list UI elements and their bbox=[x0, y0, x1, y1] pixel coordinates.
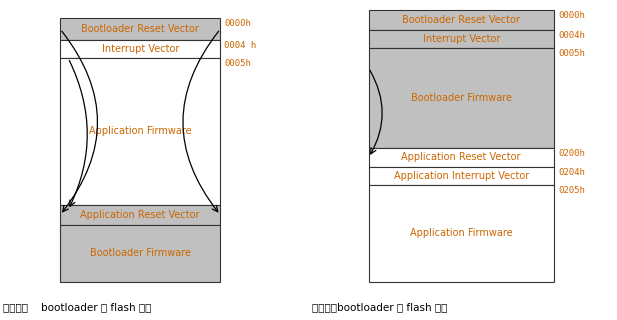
Bar bbox=[368, 10, 554, 30]
Text: 0004 h: 0004 h bbox=[225, 41, 257, 50]
Text: 0204h: 0204h bbox=[558, 168, 585, 177]
Text: Application Reset Vector: Application Reset Vector bbox=[80, 210, 200, 220]
Bar bbox=[368, 167, 554, 185]
Bar bbox=[368, 185, 554, 282]
Text: 方式二：bootloader 在 flash 头部: 方式二：bootloader 在 flash 头部 bbox=[312, 302, 447, 312]
Text: Application Reset Vector: Application Reset Vector bbox=[402, 153, 521, 163]
Text: 0205h: 0205h bbox=[558, 186, 585, 195]
Bar bbox=[60, 225, 220, 282]
Bar bbox=[60, 58, 220, 205]
Bar bbox=[60, 205, 220, 225]
Text: Bootloader Firmware: Bootloader Firmware bbox=[411, 93, 511, 103]
Text: 0005h: 0005h bbox=[225, 59, 251, 68]
Text: 方式一：    bootloader 在 flash 底部: 方式一： bootloader 在 flash 底部 bbox=[3, 302, 151, 312]
Text: Interrupt Vector: Interrupt Vector bbox=[102, 44, 179, 54]
Text: 0000h: 0000h bbox=[225, 19, 251, 28]
Text: Bootloader Firmware: Bootloader Firmware bbox=[89, 249, 191, 259]
Bar bbox=[368, 148, 554, 167]
Text: Bootloader Reset Vector: Bootloader Reset Vector bbox=[81, 24, 199, 34]
Bar bbox=[368, 30, 554, 48]
Text: 0200h: 0200h bbox=[558, 149, 585, 158]
Text: Interrupt Vector: Interrupt Vector bbox=[423, 34, 500, 44]
Text: Application Firmware: Application Firmware bbox=[410, 228, 513, 238]
Bar bbox=[60, 40, 220, 58]
Text: 0005h: 0005h bbox=[558, 49, 585, 58]
Text: 0000h: 0000h bbox=[558, 11, 585, 20]
Text: Application Interrupt Vector: Application Interrupt Vector bbox=[394, 171, 529, 181]
Bar bbox=[368, 48, 554, 148]
Text: Application Firmware: Application Firmware bbox=[89, 126, 191, 137]
Text: 0004h: 0004h bbox=[558, 31, 585, 40]
Bar bbox=[60, 18, 220, 40]
Text: Bootloader Reset Vector: Bootloader Reset Vector bbox=[402, 15, 520, 25]
